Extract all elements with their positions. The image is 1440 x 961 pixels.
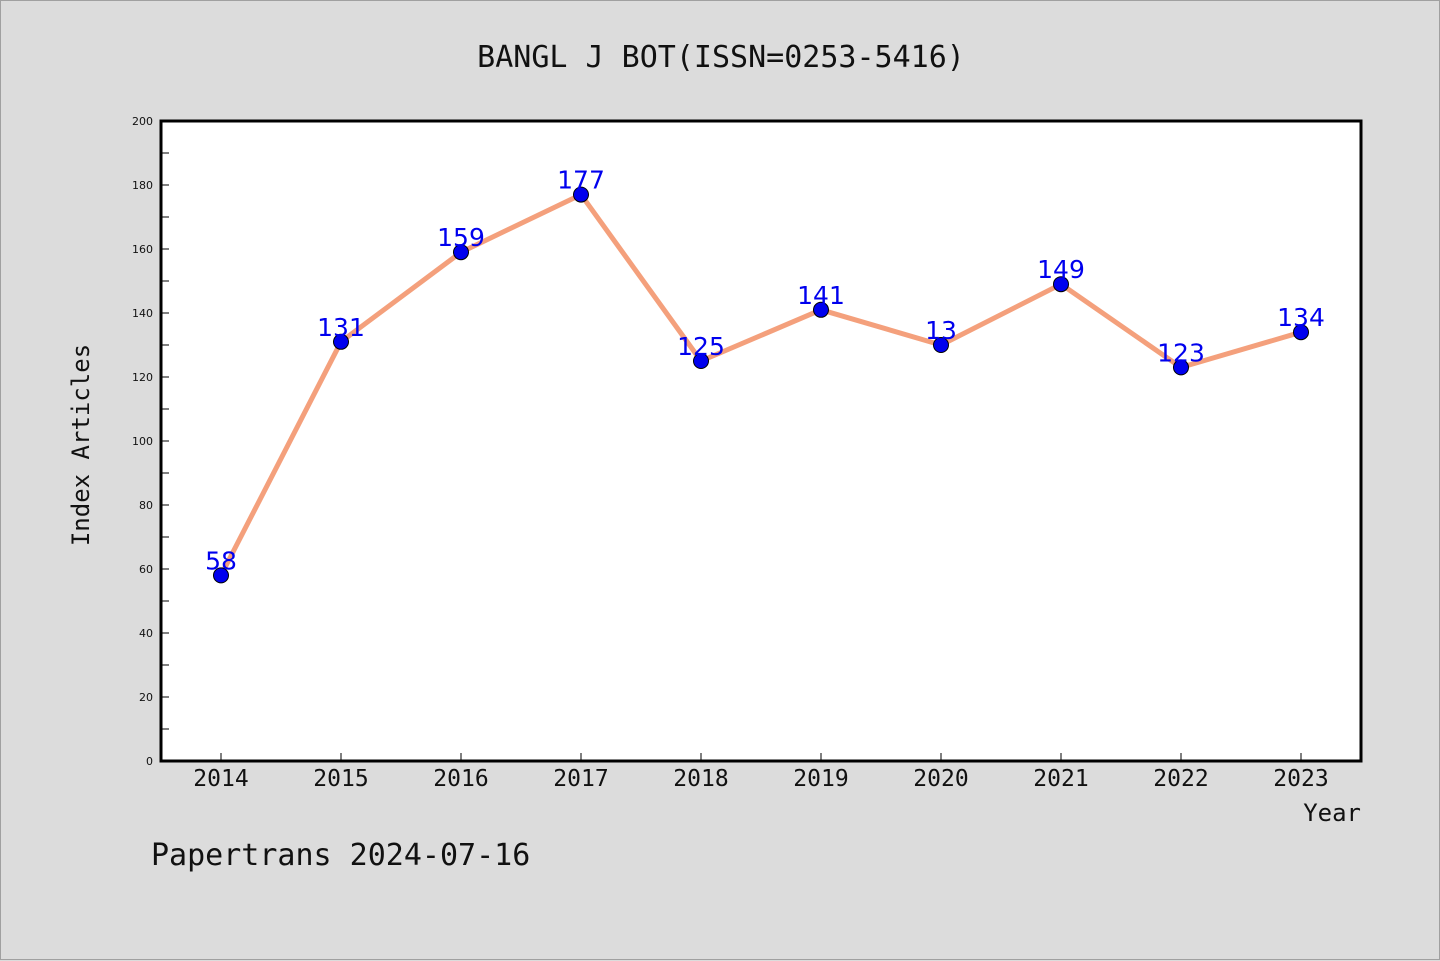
data-point: [1173, 359, 1189, 376]
y-tick-label: 120: [132, 371, 153, 384]
y-axis-title: Index Articles: [67, 344, 95, 546]
x-tick-label: 2017: [553, 766, 608, 792]
y-tick-label: 160: [132, 243, 153, 256]
x-tick-label: 2021: [1033, 766, 1088, 792]
y-tick-label: 0: [146, 755, 153, 768]
x-tick-label: 2019: [793, 766, 848, 792]
x-tick-label: 2018: [673, 766, 728, 792]
y-tick-label: 180: [132, 179, 153, 192]
data-label: 125: [677, 332, 725, 361]
data-points: [213, 186, 1309, 584]
x-tick-label: 2016: [433, 766, 488, 792]
data-label: 149: [1037, 255, 1085, 284]
data-label: 58: [205, 546, 237, 575]
y-tick-label: 40: [139, 627, 153, 640]
footer-watermark: Papertrans 2024-07-16: [151, 838, 530, 873]
data-point: [573, 186, 589, 203]
data-point: [693, 353, 709, 369]
data-point: [453, 244, 469, 261]
x-axis-title: Year: [1303, 799, 1361, 827]
y-tick-label: 200: [132, 115, 153, 128]
data-point: [1053, 276, 1069, 293]
y-tick-label: 20: [139, 691, 153, 704]
data-label: 134: [1277, 303, 1325, 332]
data-label: 159: [437, 223, 485, 252]
plot-area: [159, 119, 1363, 763]
y-tick-label: 80: [139, 499, 153, 512]
series-line: [218, 192, 1304, 578]
data-point: [813, 301, 829, 318]
y-tick-label: 140: [132, 307, 153, 320]
x-tick-label: 2015: [313, 766, 368, 792]
data-point: [933, 337, 949, 353]
x-tick-label: 2022: [1153, 766, 1208, 792]
x-axis: 2014 2015 2016 2017 2018 2019 2020 2021 2022 2023: [193, 753, 1329, 792]
y-axis: 0 20 40 60 80 100 120 140 160 180 200: [132, 115, 169, 768]
data-label: 131: [317, 313, 365, 342]
x-tick-label: 2023: [1273, 766, 1328, 792]
chart-title: BANGL J BOT(ISSN=0253-5416): [477, 40, 965, 75]
data-point: [1293, 324, 1309, 341]
data-point: [333, 333, 349, 350]
y-tick-label: 60: [139, 563, 153, 576]
series-line-group: [218, 192, 1304, 578]
data-label: 123: [1157, 338, 1205, 367]
data-point: [213, 567, 229, 584]
data-label: 177: [557, 166, 605, 195]
x-tick-label: 2014: [193, 766, 248, 792]
y-tick-label: 100: [132, 435, 153, 448]
x-tick-label: 2020: [913, 766, 968, 792]
data-label: 13: [925, 316, 957, 345]
data-label: 141: [797, 281, 845, 310]
data-labels: 58 131 159 177 125 141 13 149 123 134: [205, 166, 1325, 576]
